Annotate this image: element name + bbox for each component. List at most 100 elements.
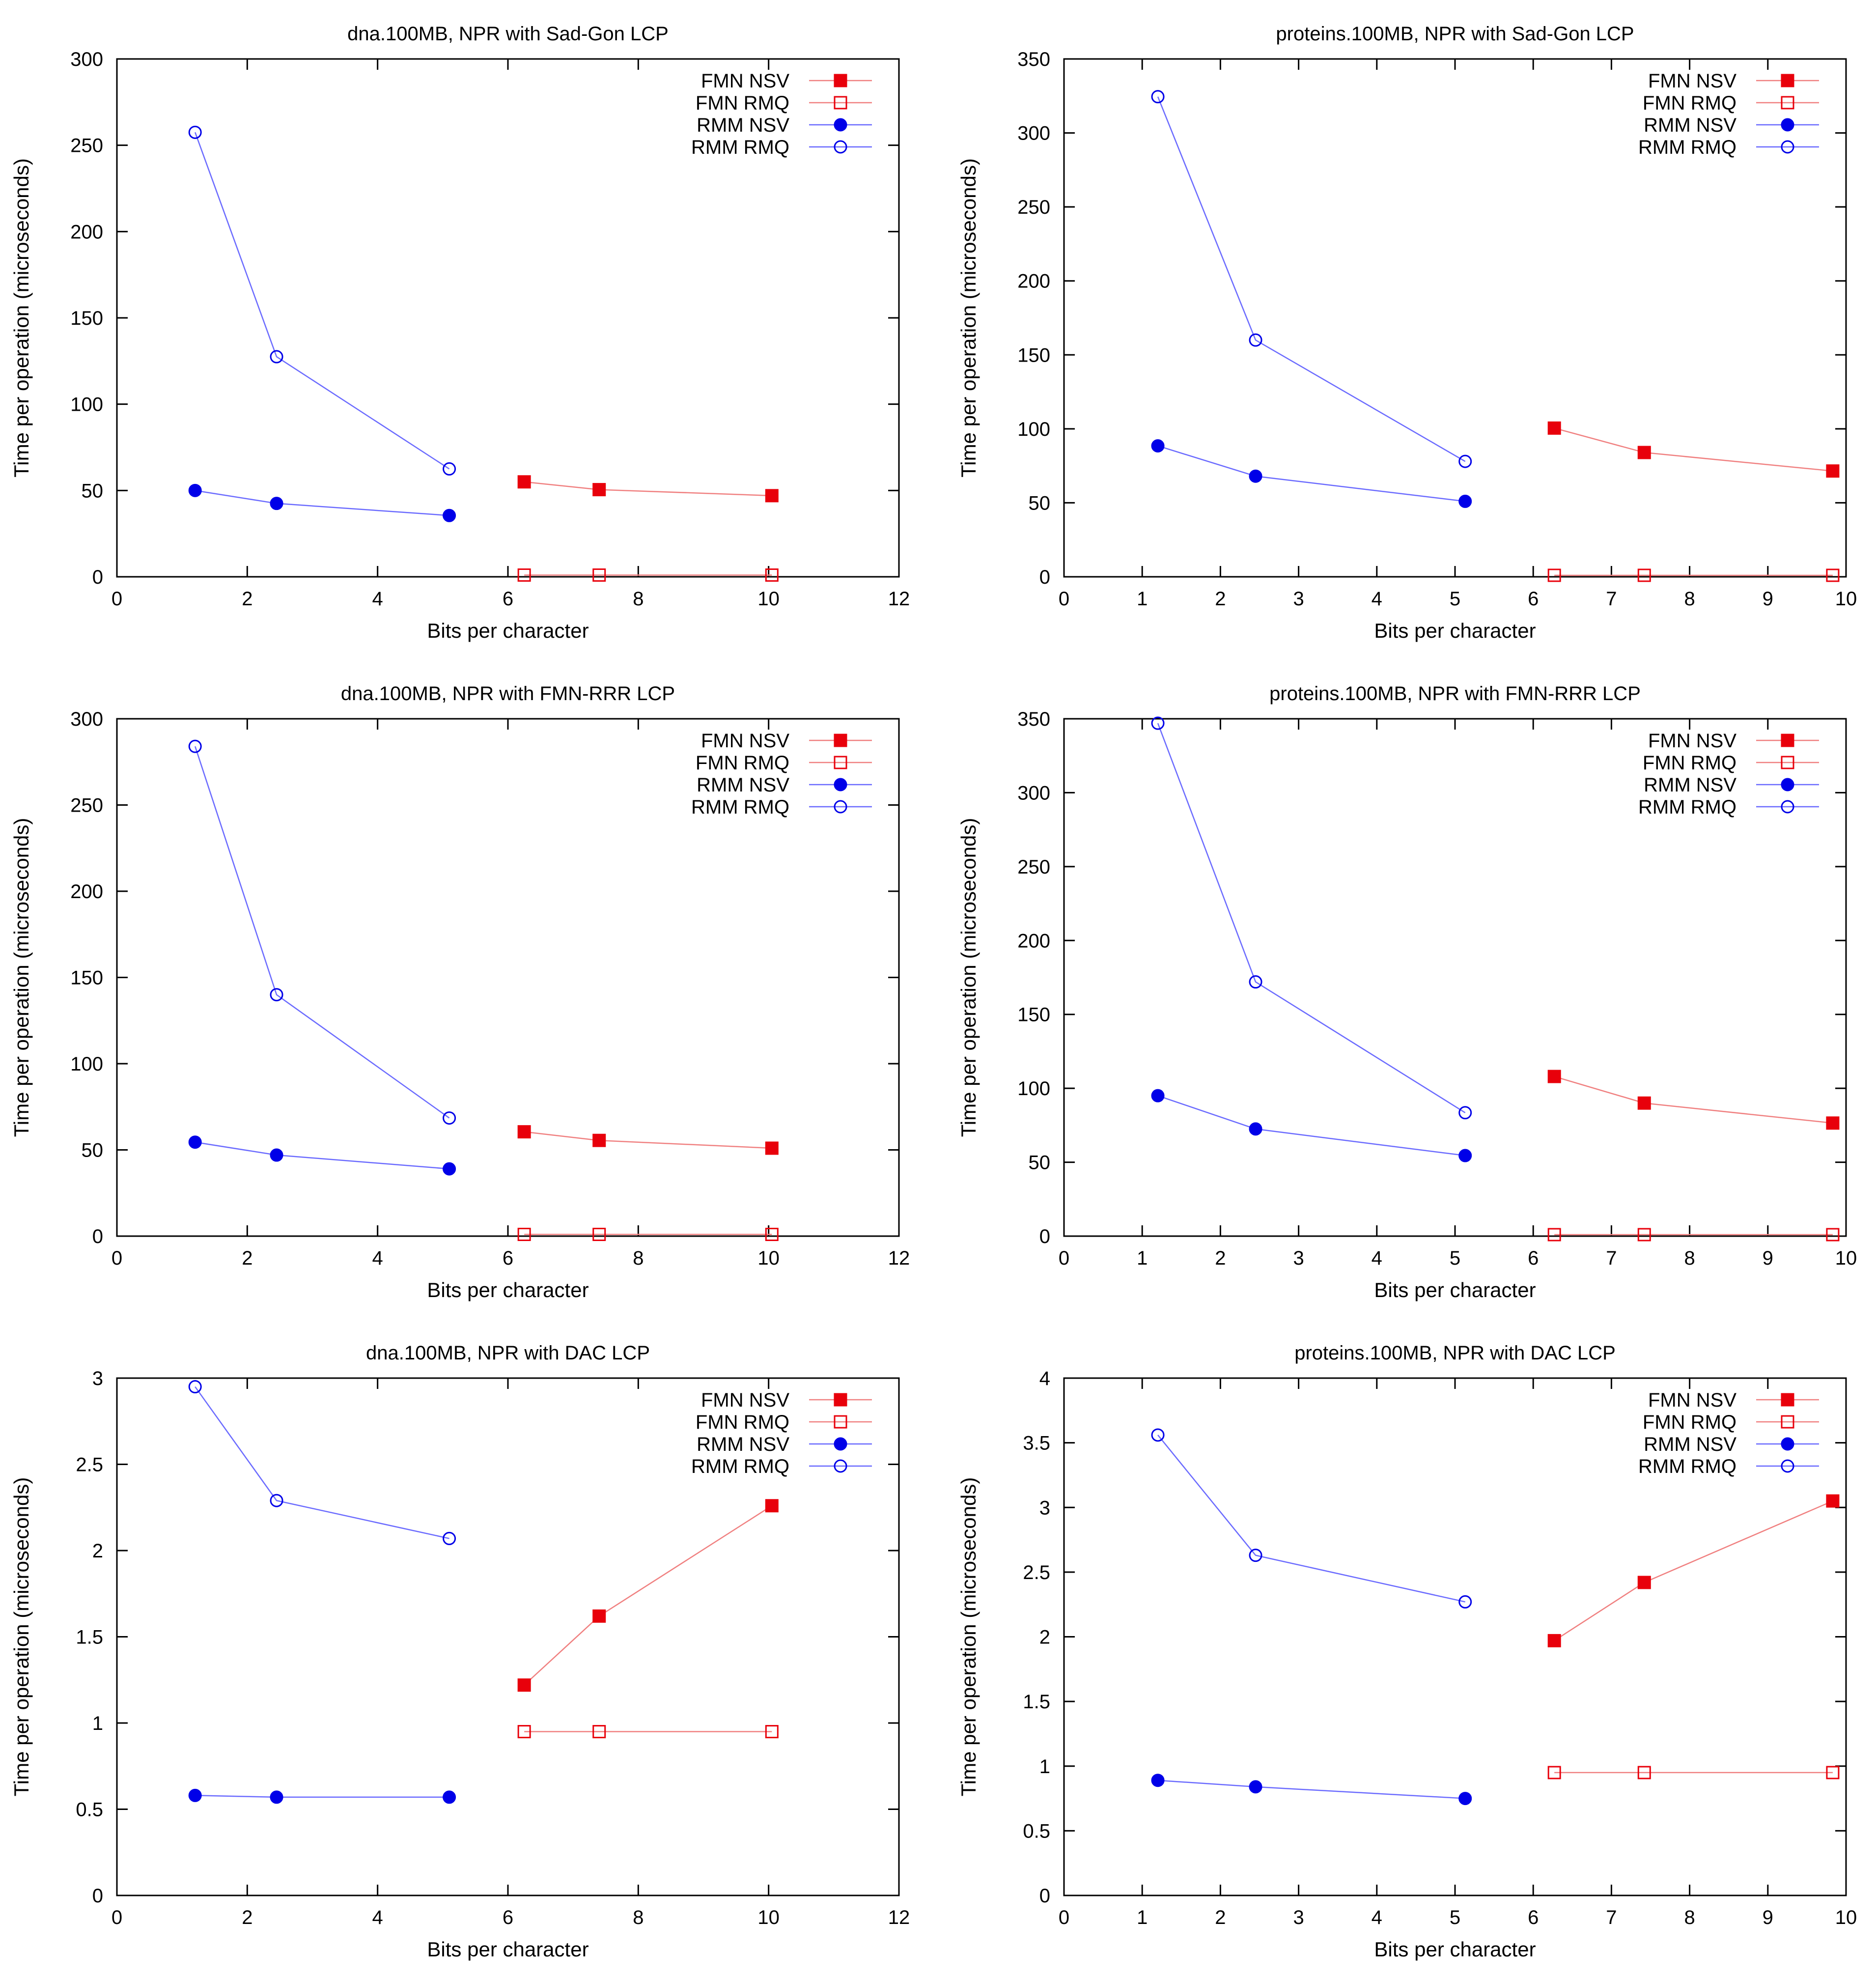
- x-tick-label: 7: [1606, 1907, 1617, 1928]
- x-tick-label: 9: [1763, 1247, 1773, 1269]
- data-point-rmm-nsv: [1458, 494, 1472, 508]
- x-tick-label: 5: [1450, 1907, 1460, 1928]
- y-tick-label: 1.5: [76, 1627, 103, 1648]
- legend-label: RMM NSV: [697, 774, 789, 796]
- series-line-rmm-nsv: [1157, 445, 1465, 502]
- x-tick-label: 3: [1293, 1247, 1304, 1269]
- y-tick-label: 300: [70, 708, 103, 730]
- legend-marker: [1781, 1415, 1794, 1429]
- x-tick-label: 10: [757, 588, 780, 610]
- legend-marker: [834, 800, 847, 814]
- x-tick-label: 4: [1372, 1907, 1382, 1928]
- y-axis-label: Time per operation (microseconds): [10, 818, 33, 1137]
- chart-title: dna.100MB, NPR with Sad-Gon LCP: [347, 23, 669, 45]
- x-tick-label: 5: [1450, 588, 1460, 610]
- x-tick-label: 8: [633, 1907, 644, 1928]
- y-tick-label: 3: [1039, 1497, 1050, 1519]
- x-tick-label: 8: [1684, 1247, 1695, 1269]
- y-tick-label: 150: [1017, 1004, 1050, 1026]
- series-line-rmm-rmq: [195, 1386, 449, 1539]
- chart-title: proteins.100MB, NPR with DAC LCP: [1294, 1342, 1616, 1364]
- x-tick-label: 2: [242, 588, 252, 610]
- data-point-fmn-rmq: [1637, 568, 1651, 582]
- series-line-rmm-rmq: [1157, 723, 1466, 1113]
- x-tick-label: 0: [1059, 1247, 1069, 1269]
- x-tick-label: 2: [1215, 1247, 1226, 1269]
- legend-label: FMN NSV: [701, 70, 789, 92]
- y-tick-label: 0: [92, 566, 103, 588]
- data-point-rmm-rmq: [270, 350, 283, 364]
- x-tick-label: 10: [1835, 1247, 1857, 1269]
- data-point-fmn-rmq: [517, 1227, 531, 1241]
- series-fmn-nsv: [1547, 1070, 1840, 1130]
- y-tick-label: 200: [1017, 930, 1050, 952]
- x-tick-label: 2: [1215, 588, 1226, 610]
- data-point-fmn-nsv: [765, 1141, 779, 1155]
- legend-marker: [1781, 756, 1794, 769]
- series-fmn-nsv: [1547, 1494, 1840, 1647]
- legend-label: RMM NSV: [1644, 774, 1736, 796]
- y-tick-label: 350: [1017, 49, 1050, 70]
- legend-marker: [834, 756, 847, 769]
- x-tick-label: 4: [1372, 1247, 1382, 1269]
- x-tick-label: 0: [112, 588, 122, 610]
- x-tick-label: 0: [1059, 588, 1069, 610]
- data-point-fmn-rmq: [1637, 1766, 1651, 1780]
- y-tick-label: 250: [1017, 197, 1050, 218]
- legend-marker: [834, 1459, 847, 1473]
- y-tick-label: 3: [92, 1368, 103, 1389]
- series-rmm-rmq: [188, 125, 456, 476]
- data-point-fmn-rmq: [592, 1725, 606, 1739]
- series-fmn-nsv: [517, 475, 779, 503]
- y-axis-label: Time per operation (microseconds): [957, 818, 980, 1137]
- x-tick-label: 1: [1137, 1907, 1148, 1928]
- x-tick-label: 9: [1763, 588, 1773, 610]
- series-rmm-nsv: [1151, 439, 1472, 508]
- x-tick-label: 0: [112, 1907, 122, 1928]
- data-point-rmm-rmq: [1249, 975, 1262, 989]
- data-point-rmm-nsv: [270, 1790, 283, 1804]
- y-tick-label: 300: [1017, 782, 1050, 804]
- legend-marker: [1781, 74, 1794, 87]
- data-point-fmn-nsv: [592, 483, 606, 497]
- legend-label: RMM NSV: [697, 114, 789, 136]
- legend-marker: [834, 1393, 847, 1407]
- series-line-rmm-nsv: [195, 1141, 449, 1170]
- data-point-fmn-nsv: [1826, 464, 1840, 478]
- data-point-fmn-nsv: [1547, 421, 1561, 435]
- x-tick-label: 1: [1137, 1247, 1148, 1269]
- legend-label: RMM RMQ: [691, 796, 789, 818]
- legend-label: FMN NSV: [701, 730, 789, 752]
- data-point-fmn-nsv: [517, 1125, 531, 1139]
- series-line-fmn-nsv: [1554, 427, 1833, 472]
- x-tick-label: 7: [1606, 588, 1617, 610]
- data-point-fmn-nsv: [1547, 1634, 1561, 1647]
- chart-panel-1: dna.100MB, NPR with Sad-Gon LCP 0 2 4 6 8 10 12…: [10, 23, 910, 642]
- data-point-fmn-nsv: [1826, 1494, 1840, 1508]
- legend-marker: [1781, 778, 1794, 791]
- data-point-rmm-nsv: [1458, 1149, 1472, 1162]
- series-line-rmm-rmq: [195, 132, 450, 470]
- data-point-fmn-rmq: [1547, 568, 1561, 582]
- legend-label: FMN NSV: [1648, 1389, 1736, 1411]
- x-tick-label: 10: [1835, 588, 1857, 610]
- x-tick-label: 6: [503, 1247, 513, 1269]
- data-point-fmn-nsv: [1637, 1096, 1651, 1110]
- x-tick-label: 9: [1763, 1907, 1773, 1928]
- legend-marker: [1781, 118, 1794, 132]
- data-point-rmm-nsv: [443, 1162, 456, 1176]
- legend-label: RMM NSV: [1644, 1434, 1736, 1455]
- legend-marker: [1781, 1459, 1794, 1473]
- data-point-rmm-nsv: [1151, 1089, 1165, 1102]
- y-tick-label: 0: [1039, 1885, 1050, 1907]
- y-tick-label: 50: [82, 1140, 104, 1161]
- y-tick-label: 100: [1017, 1078, 1050, 1100]
- data-point-rmm-rmq: [443, 1531, 456, 1545]
- y-tick-label: 100: [70, 394, 103, 416]
- y-tick-label: 200: [70, 221, 103, 243]
- data-point-fmn-nsv: [1826, 1116, 1840, 1130]
- x-tick-label: 12: [888, 588, 910, 610]
- x-tick-label: 7: [1606, 1247, 1617, 1269]
- series-rmm-nsv: [188, 483, 456, 522]
